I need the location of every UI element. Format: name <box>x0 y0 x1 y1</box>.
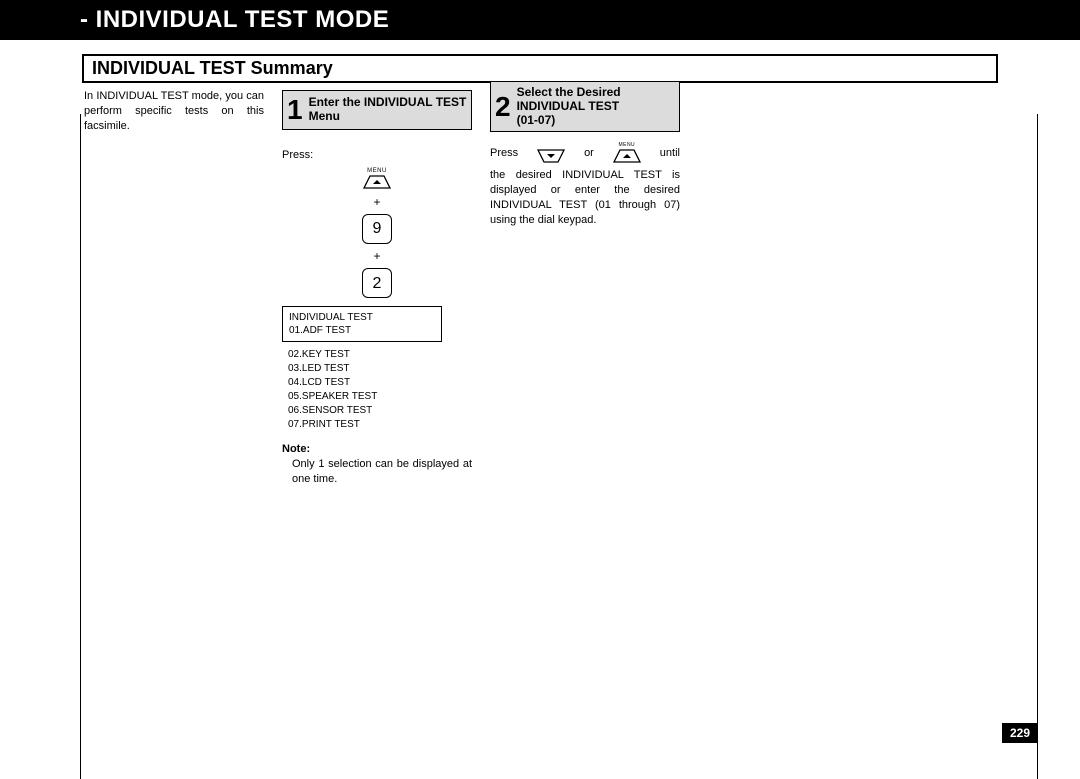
step1-title: Enter the INDIVIDUAL TEST Menu <box>309 91 471 129</box>
step2-title: Select the Desired INDIVIDUAL TEST (01-0… <box>517 82 625 131</box>
plus-icon: + <box>373 248 380 264</box>
intro-text: In INDIVIDUAL TEST mode, you can perform… <box>84 89 264 134</box>
until-label: until <box>660 146 680 161</box>
down-key <box>534 142 568 164</box>
list-item: 06.SENSOR TEST <box>288 404 472 418</box>
step1-press-label: Press: <box>282 148 472 163</box>
section-title-box: INDIVIDUAL TEST Summary <box>82 54 998 83</box>
list-item: 04.LCD TEST <box>288 376 472 390</box>
step1-header: 1 Enter the INDIVIDUAL TEST Menu <box>282 90 472 130</box>
section-title: INDIVIDUAL TEST Summary <box>92 58 333 78</box>
step2-number: 2 <box>491 82 517 131</box>
step2-press-row: Press or MENU until <box>490 142 680 164</box>
plus-icon: + <box>373 194 380 210</box>
note-label: Note: <box>282 442 472 457</box>
vertical-rule-left <box>80 114 81 779</box>
page-number: 229 <box>1002 723 1038 743</box>
intro-column: In INDIVIDUAL TEST mode, you can perform… <box>84 89 264 487</box>
step1-column: 1 Enter the INDIVIDUAL TEST Menu Press: … <box>282 89 472 487</box>
step2-column: 2 Select the Desired INDIVIDUAL TEST (01… <box>490 89 680 487</box>
list-item: 07.PRINT TEST <box>288 418 472 432</box>
menu-key: MENU <box>360 167 394 190</box>
menu-up-icon <box>360 174 394 190</box>
list-item: 03.LED TEST <box>288 362 472 376</box>
list-item: 02.KEY TEST <box>288 348 472 362</box>
lcd-display: INDIVIDUAL TEST 01.ADF TEST <box>282 306 442 342</box>
menu-up-key: MENU <box>610 142 644 164</box>
note-text: Only 1 selection can be displayed at one… <box>282 457 472 487</box>
lcd-line1: INDIVIDUAL TEST <box>289 311 435 324</box>
list-item: 05.SPEAKER TEST <box>288 390 472 404</box>
step2-title-line: Select the Desired <box>517 86 621 100</box>
step2-title-line: INDIVIDUAL TEST <box>517 100 621 114</box>
dial-key-2: 2 <box>362 268 392 298</box>
vertical-rule-right <box>1037 114 1038 779</box>
step1-number: 1 <box>283 91 309 129</box>
step2-header: 2 Select the Desired INDIVIDUAL TEST (01… <box>490 81 680 132</box>
press-label: Press <box>490 146 518 161</box>
or-label: or <box>584 146 594 161</box>
step2-title-line: (01-07) <box>517 114 621 128</box>
dial-key-9: 9 <box>362 214 392 244</box>
content: INDIVIDUAL TEST Summary In INDIVIDUAL TE… <box>0 54 1080 487</box>
page-title: - INDIVIDUAL TEST MODE <box>80 6 389 33</box>
lcd-line2: 01.ADF TEST <box>289 324 435 337</box>
step1-key-sequence: MENU + 9 + 2 <box>282 167 472 298</box>
page-header: - INDIVIDUAL TEST MODE <box>0 0 1080 40</box>
test-list: 02.KEY TEST 03.LED TEST 04.LCD TEST 05.S… <box>282 348 472 432</box>
step2-body: the desired INDIVIDUAL TEST is displayed… <box>490 168 680 227</box>
